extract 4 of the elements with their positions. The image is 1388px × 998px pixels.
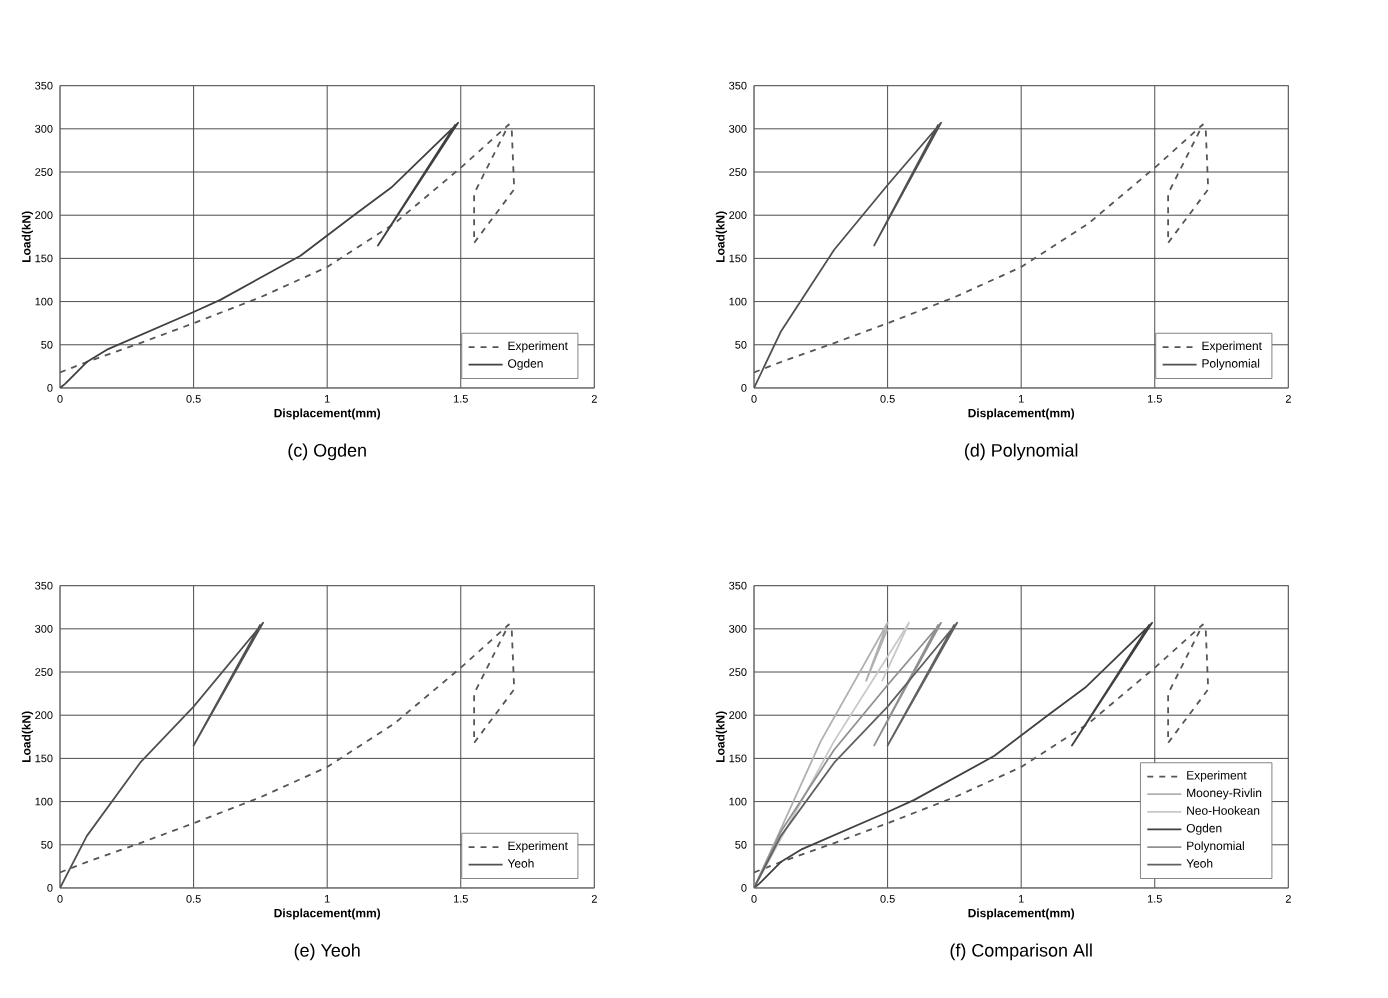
text: (d) Polynomial (965, 443, 1078, 461)
text: (c) Ogden (288, 443, 366, 461)
text: (f) Comparison All (950, 943, 1092, 961)
text: (e) Yeoh (294, 943, 360, 961)
